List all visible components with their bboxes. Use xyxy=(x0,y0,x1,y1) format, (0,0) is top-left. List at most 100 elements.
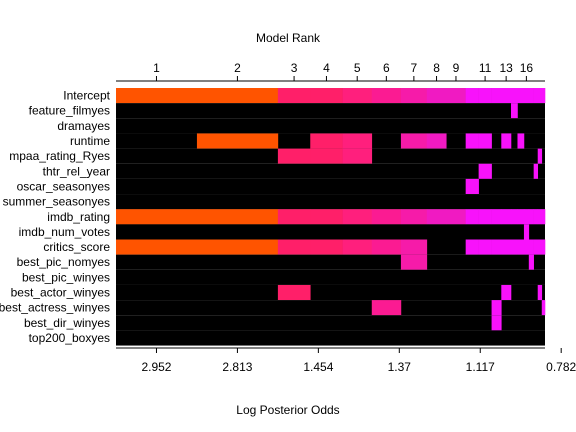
bottom-tick-label: 0.782 xyxy=(546,360,576,374)
heatmap-cell xyxy=(501,239,512,255)
variable-label: best_pic_winyes xyxy=(22,270,110,284)
heatmap-cell xyxy=(371,239,402,255)
heatmap-cell xyxy=(310,148,343,164)
bottom-axis-title: Log Posterior Odds xyxy=(236,403,340,417)
heatmap-cell xyxy=(541,239,546,255)
top-tick-label: 16 xyxy=(520,61,534,75)
heatmap-row-bg xyxy=(116,254,545,270)
bottom-tick-label: 2.952 xyxy=(141,360,171,374)
variable-label: imdb_num_votes xyxy=(19,225,110,239)
heatmap-cell xyxy=(491,209,502,225)
variable-label: dramayes xyxy=(57,119,110,133)
heatmap-cell xyxy=(478,209,492,225)
heatmap-cell xyxy=(528,254,534,270)
heatmap-row-bg xyxy=(116,163,545,179)
bottom-tick-label: 1.454 xyxy=(303,360,333,374)
variable-label: best_dir_winyes xyxy=(24,316,110,330)
heatmap-cell xyxy=(537,88,543,104)
heatmap-cell xyxy=(277,209,311,225)
heatmap-cell xyxy=(533,239,539,255)
heatmap-cell xyxy=(310,209,343,225)
heatmap-cell xyxy=(533,88,539,104)
top-tick-label: 9 xyxy=(453,61,460,75)
heatmap-cell xyxy=(116,239,198,255)
variable-label: best_actor_winyes xyxy=(11,286,110,300)
heatmap-cell xyxy=(277,239,311,255)
heatmap-row-bg xyxy=(116,194,545,210)
top-axis-ticks: 1 2 3 4 5 6 7 8 9 11 13 16 xyxy=(116,61,545,82)
variable-label: imdb_rating xyxy=(47,210,110,224)
heatmap-cell xyxy=(196,209,279,225)
heatmap-row-bg xyxy=(116,330,545,346)
heatmap-cell xyxy=(196,88,279,104)
top-tick-label: 4 xyxy=(323,61,330,75)
heatmap-cell xyxy=(116,209,198,225)
top-axis-title: Model Rank xyxy=(255,31,321,45)
variable-label: top200_boxyes xyxy=(29,331,110,345)
bottom-tick-label: 1.117 xyxy=(466,360,495,374)
bottom-tick-label: 1.37 xyxy=(388,360,412,374)
heatmap-cell xyxy=(491,239,502,255)
variable-labels: Interceptfeature_filmyesdramayesruntimem… xyxy=(0,89,111,345)
heatmap-row-bg xyxy=(116,118,545,134)
heatmap-cell xyxy=(371,88,402,104)
top-tick-label: 3 xyxy=(291,61,298,75)
heatmap-cell xyxy=(541,88,546,104)
heatmap-cell xyxy=(400,254,428,270)
heatmap-cell xyxy=(196,133,279,149)
heatmap-cell xyxy=(277,148,311,164)
heatmap-cell xyxy=(400,88,428,104)
heatmap-cell xyxy=(533,163,539,179)
top-tick-label: 13 xyxy=(499,61,513,75)
variable-label: summer_seasonyes xyxy=(3,195,110,209)
heatmap-cell xyxy=(517,209,525,225)
heatmap-cell xyxy=(501,88,512,104)
heatmap-cell xyxy=(537,284,543,301)
variable-label: Intercept xyxy=(63,89,110,103)
heatmap-row-bg xyxy=(116,300,545,316)
heatmap-cell xyxy=(371,300,402,316)
variable-label: feature_filmyes xyxy=(29,104,110,118)
heatmap-cell xyxy=(533,209,539,225)
heatmap-cell xyxy=(342,88,373,104)
heatmap-cell xyxy=(478,88,492,104)
heatmap-cell xyxy=(537,148,543,164)
heatmap-cells xyxy=(116,88,546,346)
heatmap-row-bg xyxy=(116,224,545,240)
heatmap-cell xyxy=(446,88,466,104)
heatmap-row-bg xyxy=(116,269,545,285)
heatmap-cell xyxy=(511,239,518,255)
heatmap-cell xyxy=(501,209,512,225)
heatmap-cell xyxy=(537,209,543,225)
top-tick-label: 11 xyxy=(479,61,492,75)
top-tick-label: 1 xyxy=(153,61,160,75)
heatmap-cell xyxy=(523,209,530,225)
heatmap-cell xyxy=(465,178,479,195)
heatmap-cell xyxy=(528,209,534,225)
heatmap-cell xyxy=(446,209,466,225)
heatmap-cell xyxy=(528,239,534,255)
top-tick-label: 5 xyxy=(354,61,361,75)
heatmap-cell xyxy=(511,88,518,104)
heatmap-cell xyxy=(342,133,373,149)
heatmap-cell xyxy=(426,88,447,104)
heatmap-cell xyxy=(491,88,502,104)
heatmap-cell xyxy=(523,88,530,104)
heatmap-cell xyxy=(501,284,512,301)
variable-label: best_actress_winyes xyxy=(0,301,110,315)
heatmap-row-bg xyxy=(116,315,545,331)
heatmap-cell xyxy=(511,209,518,225)
heatmap-cell xyxy=(501,133,512,149)
heatmap-cell xyxy=(310,133,343,149)
variable-label: mpaa_rating_Ryes xyxy=(9,149,110,163)
heatmap-row-bg xyxy=(116,178,545,195)
heatmap-cell xyxy=(491,300,502,316)
heatmap-cell xyxy=(342,209,373,225)
heatmap-cell xyxy=(517,133,525,149)
heatmap-cell xyxy=(465,88,479,104)
bottom-tick-label: 2.813 xyxy=(222,360,252,374)
variable-label: oscar_seasonyes xyxy=(17,179,110,193)
heatmap-cell xyxy=(371,209,402,225)
